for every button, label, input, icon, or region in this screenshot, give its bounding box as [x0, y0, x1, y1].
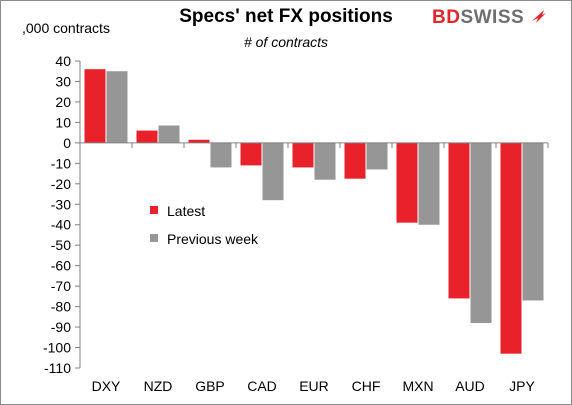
bar-previous-aud: [470, 142, 492, 323]
y-tick-label: -30: [51, 196, 71, 212]
logo-swoosh-icon: [531, 10, 546, 23]
logo-part-swiss: SWISS: [460, 7, 525, 28]
x-category-label: MXN: [402, 378, 433, 394]
bar-latest-gbp: [188, 139, 210, 143]
y-tick-label: -40: [51, 217, 71, 233]
y-tick-label: -110: [44, 360, 71, 376]
bar-previous-cad: [262, 142, 284, 201]
y-tick-label: 10: [55, 114, 71, 130]
x-category-label: CAD: [247, 378, 277, 394]
y-tick-label: 0: [63, 135, 71, 151]
y-tick-label: -10: [51, 155, 71, 171]
legend-swatch: [150, 234, 158, 242]
bar-latest-eur: [292, 142, 314, 168]
y-tick-label: -80: [51, 299, 71, 315]
chart-subtitle: # of contracts: [243, 34, 329, 50]
legend-label: Previous week: [167, 231, 259, 247]
x-category-label: CHF: [352, 378, 381, 394]
y-tick-label: 30: [55, 73, 71, 89]
x-category-label: JPY: [509, 378, 535, 394]
x-category-label: EUR: [299, 378, 329, 394]
bar-previous-jpy: [522, 142, 544, 301]
bar-previous-nzd: [158, 125, 180, 143]
y-tick-label: -50: [51, 237, 71, 253]
legend: Latest Previous week: [150, 203, 259, 247]
y-tick-label: -100: [43, 340, 71, 356]
y-tick-label: -90: [51, 319, 71, 335]
y-axis: 40 30 20 10 0 -10 -20 -30 -40 -50 -60 -70 -80 -90 -100…: [43, 53, 81, 376]
bar-latest-dxy: [84, 69, 106, 143]
x-category-label: GBP: [195, 378, 225, 394]
bar-previous-dxy: [106, 71, 128, 143]
bar-latest-chf: [344, 142, 366, 179]
bar-previous-chf: [366, 142, 388, 170]
x-category-label: NZD: [144, 378, 173, 394]
logo-part-bd: BD: [432, 7, 461, 28]
x-category-label: AUD: [455, 378, 485, 394]
bars: [84, 69, 544, 354]
bar-latest-nzd: [136, 130, 158, 143]
y-tick-label: 40: [55, 53, 71, 69]
y-tick-label: 20: [55, 94, 71, 110]
bar-latest-aud: [448, 142, 470, 299]
bar-previous-eur: [314, 142, 336, 180]
y-tick-label: -60: [51, 258, 71, 274]
legend-swatch: [150, 206, 158, 214]
bar-latest-jpy: [500, 142, 522, 354]
bar-latest-cad: [240, 142, 262, 166]
y-tick-label: -20: [51, 176, 71, 192]
x-category-label: DXY: [92, 378, 121, 394]
bar-previous-mxn: [418, 142, 440, 225]
unit-label: ,000 contracts: [22, 20, 110, 36]
chart-title: Specs' net FX positions: [179, 6, 393, 27]
bar-latest-mxn: [396, 142, 418, 223]
y-tick-label: -70: [51, 278, 71, 294]
bdswiss-logo: BDSWISS: [432, 7, 547, 29]
legend-label: Latest: [167, 203, 205, 219]
bar-previous-gbp: [210, 142, 232, 168]
x-axis: DXY NZD GBP CAD EUR CHF MXN AUD JPY: [79, 142, 549, 394]
